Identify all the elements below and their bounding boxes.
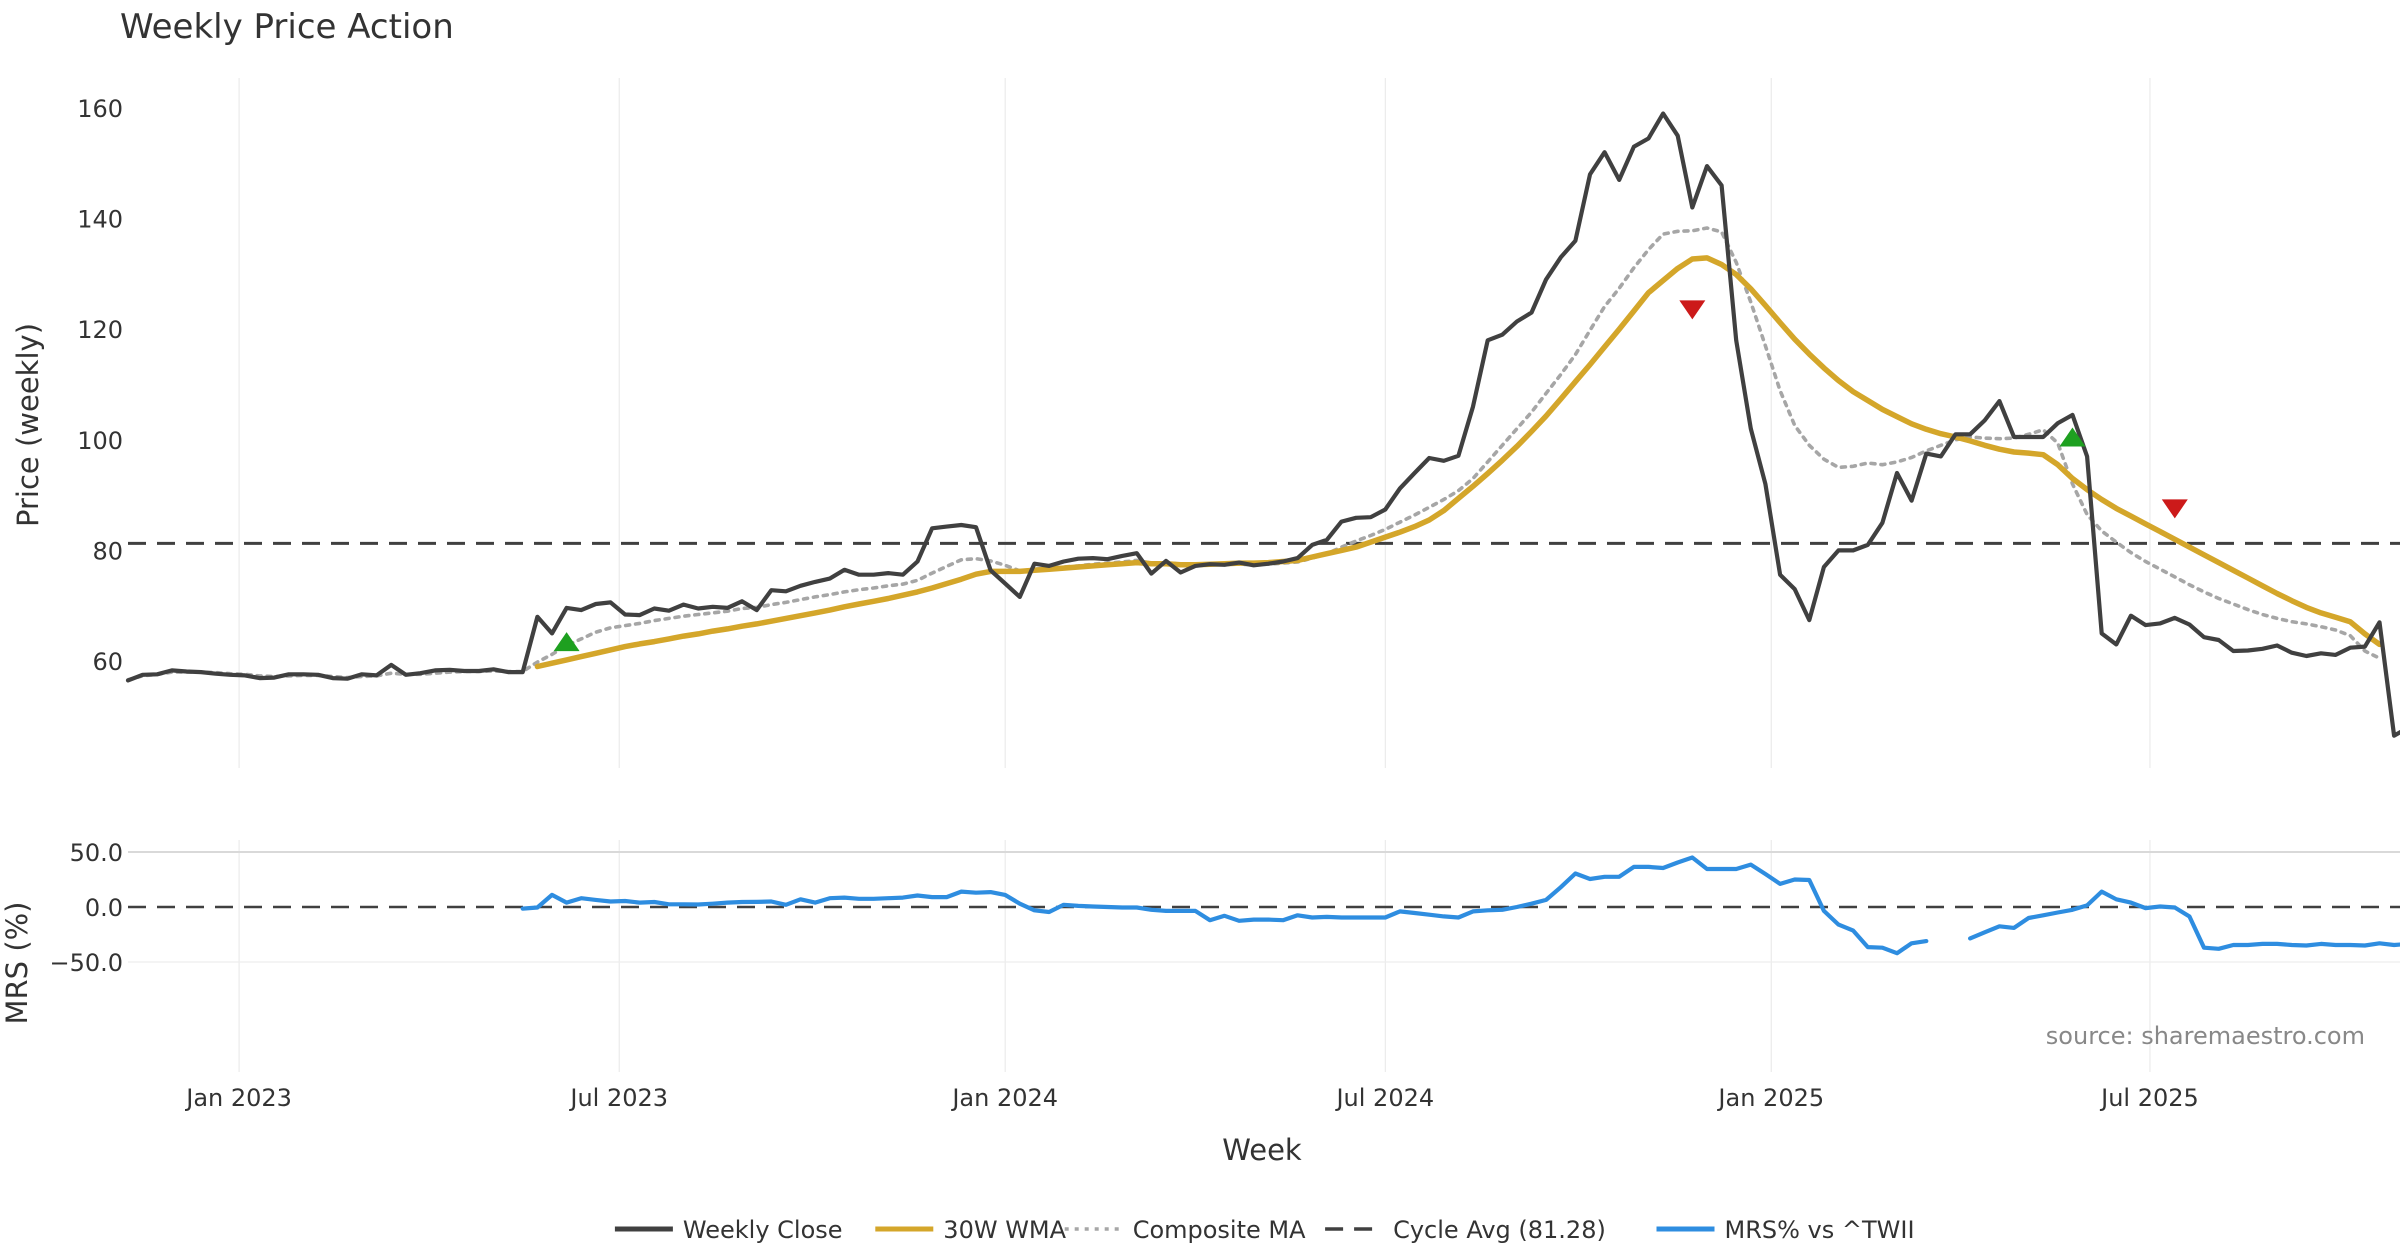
legend-item-composite-ma: Composite MA: [1064, 1216, 1306, 1244]
x-axis-ticks: Jan 2023 Jul 2023 Jan 2024 Jul 2024 Jan 2025…: [184, 1084, 2199, 1112]
y-tick-label-80: 80: [92, 537, 123, 565]
buy-signal-marker-3: [2059, 427, 2086, 447]
price-panel-grid: [238, 78, 2151, 768]
y-tick-label-60: 60: [92, 648, 123, 676]
signal-markers-group: [553, 300, 2188, 652]
series-mrs-vs-twii: [520, 855, 2400, 956]
mrs-y-tick-label-0: 0.0: [85, 894, 123, 922]
x-tick-label-jul-2023: Jul 2023: [568, 1084, 668, 1112]
x-tick-label-jul-2025: Jul 2025: [2099, 1084, 2199, 1112]
series-30w-wma: [534, 255, 2383, 670]
x-tick-label-jan-2024: Jan 2024: [950, 1084, 1058, 1112]
price-y-axis-title: Price (weekly): [11, 323, 45, 527]
chart-legend: Weekly Close 30W WMA Composite MA Cycle Avg…: [614, 1216, 1915, 1244]
y-tick-label-160: 160: [77, 95, 123, 123]
price-series-group: [125, 111, 2400, 738]
legend-label-weekly-close: Weekly Close: [683, 1216, 843, 1244]
x-tick-label-jan-2025: Jan 2025: [1716, 1084, 1824, 1112]
legend-item-weekly-close: Weekly Close: [614, 1216, 843, 1244]
mrs-panel-grid: [128, 840, 2400, 1072]
x-tick-label-jul-2024: Jul 2024: [1334, 1084, 1434, 1112]
legend-item-30w-wma: 30W WMA: [875, 1216, 1067, 1244]
legend-item-mrs-vs-twii: MRS% vs ^TWII: [1656, 1216, 1915, 1244]
mrs-y-tick-label-50: 50.0: [70, 839, 123, 867]
legend-label-composite-ma: Composite MA: [1133, 1216, 1306, 1244]
x-tick-label-jan-2023: Jan 2023: [184, 1084, 292, 1112]
x-axis-title: Week: [1222, 1133, 1302, 1167]
legend-item-cycle-avg-81-28: Cycle Avg (81.28): [1325, 1216, 1606, 1244]
series-weekly-close: [125, 111, 2400, 738]
y-tick-label-120: 120: [77, 316, 123, 344]
y-tick-label-100: 100: [77, 427, 123, 455]
mrs-series-group: [520, 855, 2400, 956]
legend-label-cycle-avg-81-28: Cycle Avg (81.28): [1393, 1216, 1606, 1244]
legend-label-mrs-vs-twii: MRS% vs ^TWII: [1725, 1216, 1915, 1244]
y-tick-label-140: 140: [77, 206, 123, 234]
mrs-y-ticks: 50.0 0.0 −50.0: [49, 839, 123, 977]
mrs-y-tick-label-50: −50.0: [49, 949, 123, 977]
buy-signal-marker-1: [553, 632, 580, 652]
sell-signal-marker-2: [1679, 300, 1706, 320]
legend-label-30w-wma: 30W WMA: [943, 1216, 1066, 1244]
chart-title: Weekly Price Action: [120, 7, 454, 47]
mrs-y-axis-title: MRS (%): [0, 902, 34, 1025]
price-y-ticks: 60 80 100 120 140 160: [77, 95, 123, 676]
source-label: source: sharemaestro.com: [2046, 1022, 2365, 1050]
sell-signal-marker-4: [2161, 499, 2188, 519]
